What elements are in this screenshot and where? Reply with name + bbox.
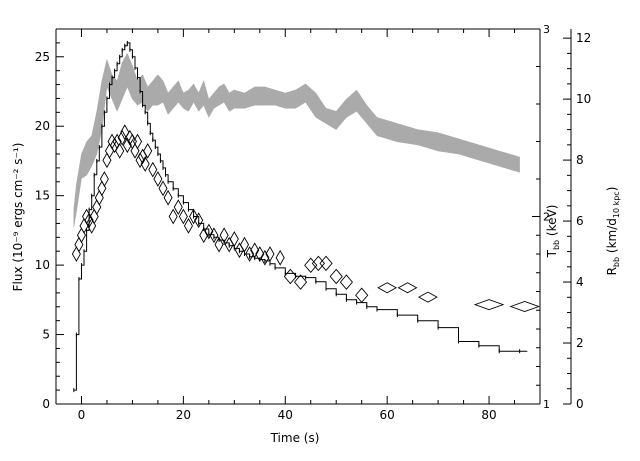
temperature-point (250, 242, 260, 259)
temperature-point (104, 142, 115, 159)
radius-axis-label-unit-sub: 10 kpc (612, 191, 621, 218)
temperature-point (120, 124, 130, 141)
temperature-point (158, 180, 168, 197)
temperature-point (112, 133, 122, 150)
y-tick-label: 5 (42, 328, 50, 342)
temperature-point (265, 246, 275, 262)
temperature-point (229, 231, 239, 247)
temperature-axis-label: Tbb (keV) (545, 205, 561, 259)
y-tick-label: 10 (35, 258, 50, 272)
temperature-point (122, 137, 132, 154)
radius-axis-label-unit: (km/d (605, 218, 619, 257)
temperature-point (94, 189, 104, 206)
radius-axis-label: Rbb (km/d10 kpc) (605, 187, 621, 276)
x-tick-label: 60 (380, 408, 395, 422)
radius-tick-label: 12 (576, 31, 591, 45)
temperature-point (115, 142, 125, 159)
temperature-point (87, 217, 97, 234)
temperature-point (168, 208, 178, 225)
x-tick-label: 20 (176, 408, 191, 422)
radius-tick-label: 0 (576, 397, 584, 411)
temperature-point (163, 189, 173, 206)
temperature-axis-label-sub: bb (552, 240, 561, 250)
temperature-point (132, 133, 143, 150)
temperature-point (245, 246, 255, 262)
temperature-point (97, 180, 107, 197)
temperature-point (76, 227, 86, 244)
temperature-axis-label-unit: (keV) (545, 205, 559, 240)
temperature-point (339, 274, 353, 290)
radius-tick-label: 6 (576, 214, 584, 228)
temperature-point (110, 137, 120, 154)
temperature-point (74, 236, 84, 253)
temperature-point (204, 223, 214, 240)
temperature-point (304, 257, 318, 273)
temperature-point (178, 208, 188, 225)
temperature-point (255, 246, 265, 262)
temperature-point (311, 255, 325, 272)
y-tick-label: 20 (35, 119, 50, 133)
temperature-point (319, 255, 333, 272)
temperature-point (473, 299, 505, 311)
temperature-axis-label-main: T (545, 249, 559, 258)
temperature-point (417, 291, 438, 303)
flux-step-line (73, 42, 528, 391)
radius-tick-label: 10 (576, 92, 591, 106)
x-tick-label: 0 (78, 408, 86, 422)
temperature-point (355, 287, 369, 303)
temperature-point (214, 236, 224, 253)
y-tick-label: 25 (35, 50, 50, 64)
temperature-point (140, 156, 150, 172)
temperature-point (153, 171, 163, 187)
temperature-point (509, 301, 541, 312)
temperature-tick-label: 1 (543, 398, 550, 411)
temperature-point (194, 212, 204, 229)
radius-tick-label: 2 (576, 336, 584, 350)
temperature-point (329, 268, 343, 285)
temperature-point (102, 152, 112, 169)
temperature-point (148, 161, 158, 178)
temperature-point (183, 217, 193, 234)
radius-band-area (73, 52, 520, 228)
temperature-point (283, 268, 297, 285)
temperature-point (89, 208, 99, 225)
temperature-point (239, 236, 250, 253)
radius-tick-label: 4 (576, 275, 584, 289)
temperature-tick-label: 3 (543, 23, 550, 36)
x-tick-label: 80 (481, 408, 496, 422)
temperature-point (127, 133, 137, 150)
temperature-point (173, 199, 183, 216)
temperature-point (99, 171, 109, 187)
temperature-point (209, 227, 219, 244)
temperature-tick-label: 2 (543, 211, 550, 224)
y-axis-label: Flux (10⁻⁹ ergs cm⁻² s⁻¹) (11, 143, 25, 292)
temperature-point (260, 249, 270, 266)
temperature-point (397, 282, 418, 294)
temperature-point (377, 282, 398, 294)
radius-tick-label: 8 (576, 153, 584, 167)
radius-band-layer (73, 52, 520, 228)
y-tick-label: 15 (35, 189, 50, 203)
radius-axis-label-sub: bb (612, 257, 621, 267)
temperature-point (92, 199, 102, 216)
y-tick-label: 0 (42, 397, 50, 411)
temperature-point (293, 274, 308, 290)
temperature-point (275, 249, 285, 266)
flux-step-layer (73, 40, 528, 393)
temperature-point (189, 208, 199, 225)
temperature-point (219, 227, 229, 244)
x-axis-label: Time (s) (270, 431, 320, 445)
temperature-diamond-layer (71, 124, 541, 312)
temperature-point (107, 133, 117, 150)
radius-axis-label-main: R (605, 267, 619, 275)
x-tick-label: 40 (278, 408, 293, 422)
temperature-point (71, 246, 81, 262)
temperature-point (143, 142, 153, 159)
temperature-point (199, 227, 209, 244)
radius-axis-label-unit-end: ) (605, 187, 619, 192)
temperature-point (130, 142, 140, 159)
